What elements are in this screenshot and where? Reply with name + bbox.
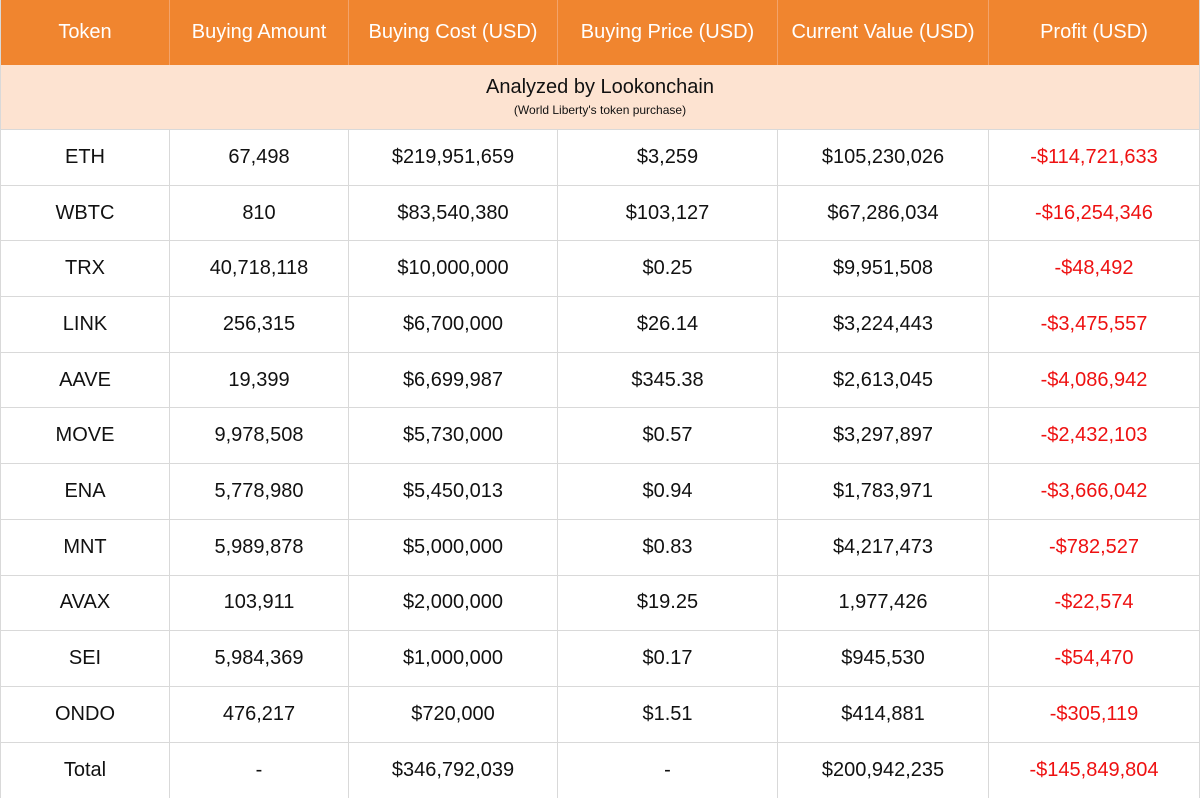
- table-row: LINK 256,315 $6,700,000 $26.14 $3,224,443 -$3…: [1, 297, 1199, 353]
- table-row: ETH 67,498 $219,951,659 $3,259 $105,230,026 -…: [1, 130, 1199, 186]
- cell-profit: -$2,432,103: [1040, 424, 1148, 447]
- cell-current-value: $4,217,473: [778, 519, 989, 575]
- total-row: Total - $346,792,039- $200,942,235 -$145,849…: [1, 742, 1199, 798]
- cell-current-value: $3,224,443: [778, 297, 989, 352]
- cell-current-value: $1,783,971: [778, 464, 989, 519]
- banner-subtitle: (World Liberty's token purchase): [513, 103, 687, 117]
- cell-token: MNT: [1, 519, 170, 575]
- cell-buying-price: $26.14: [558, 297, 778, 352]
- header-token: Token: [1, 0, 170, 65]
- cell-current-value: $105,230,026: [778, 130, 989, 185]
- cell-current-value: $945,530: [778, 631, 989, 686]
- cell-buying-amount: 103,911: [170, 575, 349, 631]
- cell-buying-cost: $5,730,000: [349, 408, 558, 464]
- cell-buying-price: $19.25: [558, 575, 778, 631]
- header-buying-price: Buying Price (USD): [558, 0, 778, 65]
- analysis-banner: Analyzed by Lookonchain (World Liberty's…: [1, 65, 1199, 130]
- cell-token: ETH: [1, 130, 170, 185]
- header-buying-cost: Buying Cost (USD): [349, 0, 558, 65]
- cell-current-value: $67,286,034: [778, 185, 989, 241]
- table-row: MNT 5,989,878 $5,000,000 $0.83 $4,217,473 -$7…: [1, 519, 1199, 576]
- cell-buying-price: $0.25: [558, 241, 778, 297]
- cell-buying-amount: 256,315: [170, 297, 349, 352]
- table-row: MOVE 9,978,508 $5,730,000 $0.57 $3,297,897 -$…: [1, 408, 1199, 465]
- cell-profit: -$3,475,557: [1040, 312, 1148, 335]
- cell-profit: -$22,574: [1054, 591, 1134, 614]
- cell-buying-amount: 476,217: [170, 686, 349, 742]
- cell-profit: -$48,492: [1054, 257, 1134, 280]
- cell-current-value: $9,951,508: [778, 241, 989, 297]
- table-row: WBTC 810 $83,540,380 $103,127 $67,286,034 -$1…: [1, 185, 1199, 242]
- table-row: AAVE 19,399 $6,699,987 $345.38 $2,613,045 -$4…: [1, 352, 1199, 409]
- cell-profit: -$145,849,804: [1029, 758, 1159, 781]
- cell-buying-amount: 5,989,878: [170, 519, 349, 575]
- cell-buying-price: $345.38: [558, 352, 778, 408]
- cell-profit: -$114,721,633: [1030, 145, 1158, 168]
- cell-profit: -$54,470: [1054, 647, 1134, 670]
- cell-token: SEI: [1, 631, 170, 686]
- table-row: ENA 5,778,980 $5,450,013 $0.94 $1,783,971 -$3…: [1, 464, 1199, 520]
- cell-profit: -$4,086,942: [1040, 368, 1148, 391]
- table-row: ONDO 476,217 $720,000 $1.51 $414,881 -$305,11…: [1, 686, 1199, 743]
- cell-token: TRX: [1, 241, 170, 297]
- cell-token: ENA: [1, 464, 170, 519]
- header-buying-amount: Buying Amount: [170, 0, 349, 65]
- header-current-value: Current Value (USD): [778, 0, 989, 65]
- cell-current-value: $2,613,045: [778, 352, 989, 408]
- cell-buying-amount: 5,778,980: [170, 464, 349, 519]
- cell-current-value: 1,977,426: [778, 575, 989, 631]
- cell-buying-amount: 67,498: [170, 130, 349, 185]
- cell-buying-cost: $2,000,000: [349, 575, 558, 631]
- cell-current-value: $414,881: [778, 686, 989, 742]
- cell-buying-amount: 810: [170, 185, 349, 241]
- cell-buying-amount: 9,978,508: [170, 408, 349, 464]
- cell-buying-cost: $6,700,000: [349, 297, 558, 352]
- cell-buying-cost: $6,699,987: [349, 352, 558, 408]
- cell-current-value: $200,942,235: [778, 742, 989, 798]
- header-profit: Profit (USD): [1040, 21, 1148, 43]
- banner-title: Analyzed by Lookonchain: [486, 76, 714, 98]
- cell-token: AVAX: [1, 575, 170, 631]
- cell-buying-price: $0.83: [558, 519, 778, 575]
- cell-profit: -$305,119: [1049, 702, 1139, 725]
- cell-buying-price: $3,259: [558, 130, 778, 185]
- table-row: SEI 5,984,369 $1,000,000 $0.17 $945,530 -$54,…: [1, 631, 1199, 687]
- cell-profit: -$16,254,346: [1035, 201, 1153, 224]
- cell-buying-price: $0.17: [558, 631, 778, 686]
- table-row: AVAX 103,911 $2,000,000 $19.25 1,977,426 -$22…: [1, 575, 1199, 632]
- cell-buying-cost: $720,000: [349, 686, 558, 742]
- cell-buying-cost: $219,951,659: [349, 130, 558, 185]
- cell-token: AAVE: [1, 352, 170, 408]
- cell-buying-cost: $346,792,039: [349, 742, 558, 798]
- cell-buying-price: $0.57: [558, 408, 778, 464]
- cell-buying-cost: $1,000,000: [349, 631, 558, 686]
- table-row: TRX 40,718,118 $10,000,000 $0.25 $9,951,508 -…: [1, 241, 1199, 298]
- cell-buying-amount: -: [170, 742, 349, 798]
- cell-token: WBTC: [1, 185, 170, 241]
- cell-profit: -$3,666,042: [1040, 479, 1148, 502]
- cell-buying-price: $103,127: [558, 185, 778, 241]
- table-body: ETH 67,498 $219,951,659 $3,259 $105,230,026 -…: [1, 130, 1199, 798]
- cell-buying-amount: 19,399: [170, 352, 349, 408]
- cell-token: ONDO: [1, 686, 170, 742]
- cell-buying-price: $1.51: [558, 686, 778, 742]
- cell-buying-amount: 5,984,369: [170, 631, 349, 686]
- cell-token: MOVE: [1, 408, 170, 464]
- cell-buying-price: -: [558, 742, 778, 798]
- cell-buying-cost: $10,000,000: [349, 241, 558, 297]
- cell-current-value: $3,297,897: [778, 408, 989, 464]
- table-header-row: Token Buying Amount Buying Cost (USD) Bu…: [1, 0, 1199, 65]
- cell-buying-cost: $5,000,000: [349, 519, 558, 575]
- cell-buying-price: $0.94: [558, 464, 778, 519]
- cell-token: Total: [1, 742, 170, 798]
- cell-buying-cost: $83,540,380: [349, 185, 558, 241]
- cell-buying-amount: 40,718,118: [170, 241, 349, 297]
- cell-token: LINK: [1, 297, 170, 352]
- cell-buying-cost: $5,450,013: [349, 464, 558, 519]
- cell-profit: -$782,527: [1048, 535, 1140, 558]
